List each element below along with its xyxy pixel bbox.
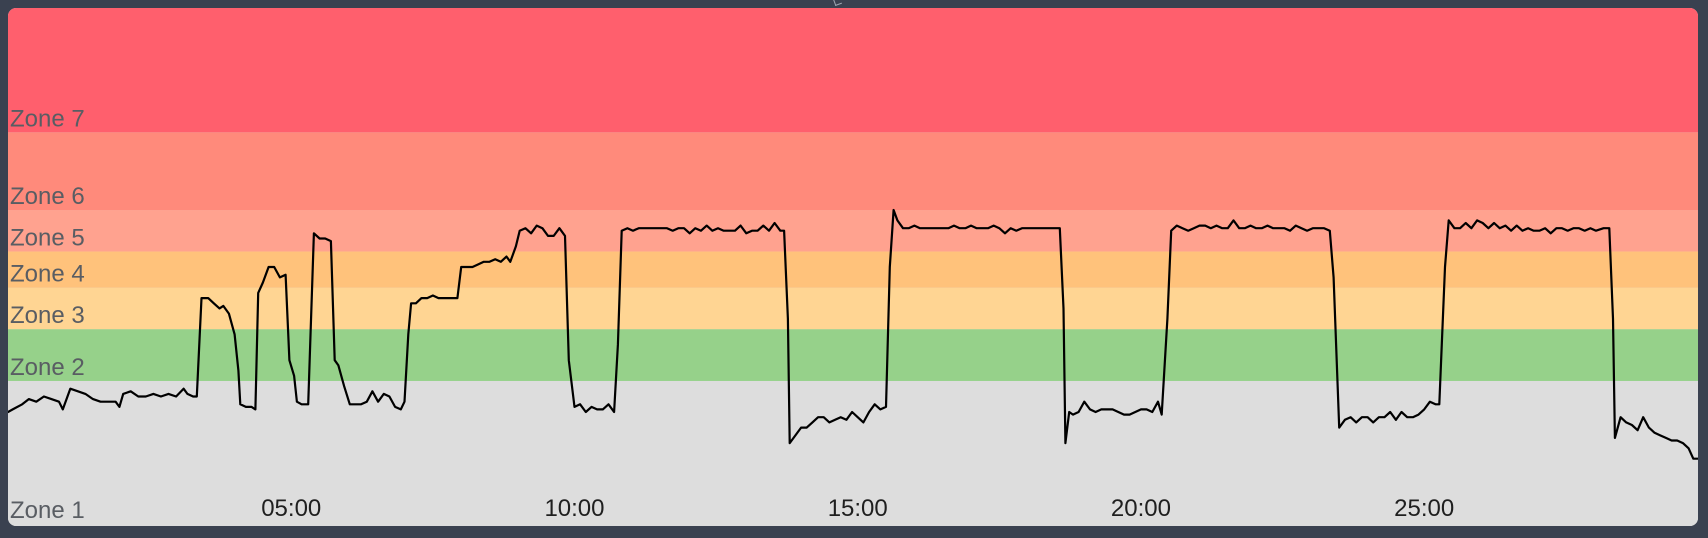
zone-label-1: Zone 1: [10, 497, 85, 524]
mouse-cursor-icon: [833, 0, 842, 6]
zone-band-5: [8, 210, 1698, 252]
x-tick-label: 20:00: [1111, 495, 1171, 522]
zone-band-7: [8, 8, 1698, 133]
zone-label-6: Zone 6: [10, 183, 85, 210]
zone-band-3: [8, 287, 1698, 330]
zone-label-3: Zone 3: [10, 302, 85, 329]
zone-band-6: [8, 132, 1698, 211]
series-line-1: [8, 208, 1698, 460]
zone-label-7: Zone 7: [10, 105, 85, 132]
series-layer: [8, 208, 1698, 460]
x-tick-label: 05:00: [261, 495, 321, 522]
x-axis: 05:00 10:00 15:00 20:00 25:00: [261, 495, 1454, 522]
zone-labels: Zone 1 Zone 2 Zone 3 Zone 4 Zone 5 Zone 6 Zone…: [10, 105, 85, 524]
zone-label-4: Zone 4: [10, 261, 85, 288]
zone-bands: [8, 8, 1698, 526]
power-zone-chart: Zone 1 Zone 2 Zone 3 Zone 4 Zone 5 Zone 6 Zone…: [8, 8, 1698, 526]
zone-label-2: Zone 2: [10, 354, 85, 381]
zone-band-2: [8, 329, 1698, 381]
x-tick-label: 10:00: [544, 495, 604, 522]
zone-chart-panel: Zone 1 Zone 2 Zone 3 Zone 4 Zone 5 Zone 6 Zone…: [8, 8, 1698, 526]
x-tick-label: 25:00: [1394, 495, 1454, 522]
zone-label-5: Zone 5: [10, 224, 85, 251]
zone-band-1: [8, 380, 1698, 526]
zone-band-4: [8, 251, 1698, 288]
x-tick-label: 15:00: [828, 495, 888, 522]
